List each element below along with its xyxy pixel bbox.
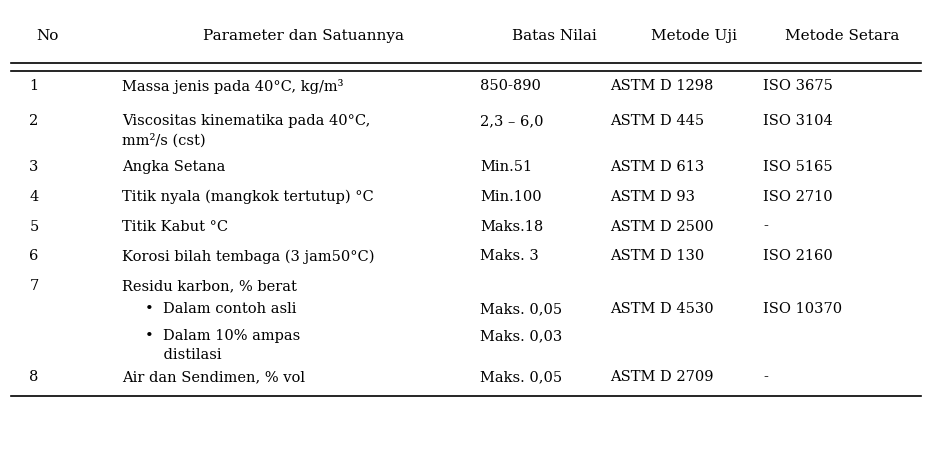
Text: 2,3 – 6,0: 2,3 – 6,0 [480, 114, 543, 128]
Text: ASTM D 445: ASTM D 445 [610, 114, 705, 128]
Text: ISO 5165: ISO 5165 [763, 160, 833, 174]
Text: ISO 3104: ISO 3104 [763, 114, 833, 128]
Text: 2: 2 [29, 114, 38, 128]
Text: ASTM D 130: ASTM D 130 [610, 249, 705, 263]
Text: Metode Setara: Metode Setara [785, 29, 899, 43]
Text: •  Dalam contoh asli: • Dalam contoh asli [145, 302, 297, 316]
Text: 850-890: 850-890 [480, 79, 541, 93]
Text: ISO 2710: ISO 2710 [763, 190, 833, 204]
Text: -: - [763, 219, 768, 233]
Text: Titik nyala (mangkok tertutup) °C: Titik nyala (mangkok tertutup) °C [122, 190, 374, 204]
Text: 3: 3 [29, 160, 38, 174]
Text: 5: 5 [29, 219, 38, 233]
Text: ASTM D 2709: ASTM D 2709 [610, 370, 714, 384]
Text: Maks. 3: Maks. 3 [480, 249, 539, 263]
Text: ASTM D 613: ASTM D 613 [610, 160, 705, 174]
Text: 4: 4 [29, 190, 38, 204]
Text: 8: 8 [29, 370, 38, 384]
Text: mm²/s (cst): mm²/s (cst) [122, 133, 206, 147]
Text: ISO 3675: ISO 3675 [763, 79, 833, 93]
Text: ASTM D 4530: ASTM D 4530 [610, 302, 714, 316]
Text: Titik Kabut °C: Titik Kabut °C [122, 219, 228, 233]
Text: ISO 10370: ISO 10370 [763, 302, 843, 316]
Text: Korosi bilah tembaga (3 jam50°C): Korosi bilah tembaga (3 jam50°C) [122, 249, 375, 264]
Text: Angka Setana: Angka Setana [122, 160, 226, 174]
Text: Maks. 0,03: Maks. 0,03 [480, 329, 562, 343]
Text: 1: 1 [29, 79, 38, 93]
Text: ISO 2160: ISO 2160 [763, 249, 833, 263]
Text: Metode Uji: Metode Uji [651, 29, 736, 43]
Text: -: - [763, 370, 768, 384]
Text: distilasi: distilasi [145, 348, 222, 362]
Text: Maks. 0,05: Maks. 0,05 [480, 370, 562, 384]
Text: Viscositas kinematika pada 40°C,: Viscositas kinematika pada 40°C, [122, 114, 371, 128]
Text: Batas Nilai: Batas Nilai [512, 29, 596, 43]
Text: 6: 6 [29, 249, 38, 263]
Text: No: No [36, 29, 59, 43]
Text: 7: 7 [29, 279, 38, 293]
Text: Maks. 0,05: Maks. 0,05 [480, 302, 562, 316]
Text: •  Dalam 10% ampas: • Dalam 10% ampas [145, 329, 301, 343]
Text: Maks.18: Maks.18 [480, 219, 543, 233]
Text: ASTM D 2500: ASTM D 2500 [610, 219, 714, 233]
Text: Air dan Sendimen, % vol: Air dan Sendimen, % vol [122, 370, 305, 384]
Text: Massa jenis pada 40°C, kg/m³: Massa jenis pada 40°C, kg/m³ [122, 79, 344, 94]
Text: ASTM D 1298: ASTM D 1298 [610, 79, 713, 93]
Text: ASTM D 93: ASTM D 93 [610, 190, 695, 204]
Text: Min.100: Min.100 [480, 190, 541, 204]
Text: Min.51: Min.51 [480, 160, 532, 174]
Text: Parameter dan Satuannya: Parameter dan Satuannya [203, 29, 404, 43]
Text: Residu karbon, % berat: Residu karbon, % berat [122, 279, 297, 293]
